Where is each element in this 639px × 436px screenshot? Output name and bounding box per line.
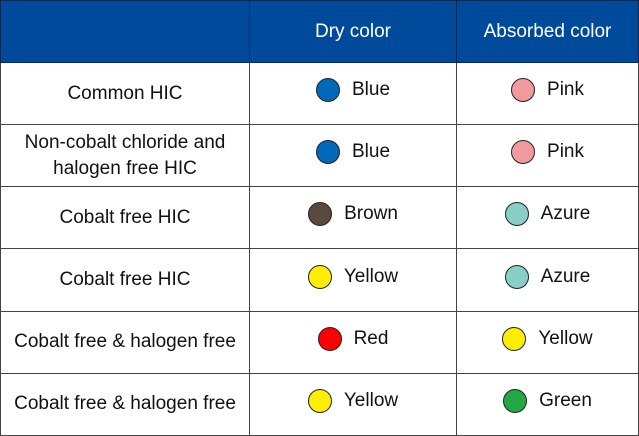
hic-type: Cobalt free HIC <box>0 248 250 312</box>
dry-color-cell: Blue <box>249 124 457 188</box>
absorbed-color-label: Green <box>539 389 592 411</box>
table-row: Common HIC Blue Pink <box>0 61 639 126</box>
hic-type-label: Cobalt free HIC <box>59 206 191 228</box>
absorbed-color-cell: Azure <box>456 186 639 250</box>
dry-color-cell: Blue <box>249 61 457 126</box>
color-swatch-icon <box>511 140 536 165</box>
absorbed-color-label: Pink <box>547 79 584 101</box>
color-swatch-icon <box>504 264 529 289</box>
color-swatch-icon <box>308 202 333 227</box>
dry-color-label: Blue <box>351 141 391 163</box>
header-row: Dry color Absorbed color <box>0 0 639 63</box>
dry-color-label: Yellow <box>343 265 399 287</box>
color-swatch-icon <box>307 264 332 289</box>
color-swatch-icon <box>502 326 527 351</box>
color-swatch-icon <box>511 78 536 103</box>
dry-color-label: Yellow <box>343 389 399 411</box>
table-row: Cobalt free HIC Brown Azure <box>0 186 639 250</box>
color-swatch-icon <box>315 78 340 103</box>
hic-type-label: Cobalt free & halogen free <box>14 393 236 415</box>
color-swatch-icon <box>503 388 528 413</box>
header-absorbed-color: Absorbed color <box>456 0 639 63</box>
color-swatch-icon <box>307 388 332 413</box>
hic-type-label: Non-cobalt chloride and halogen free HIC <box>24 131 226 179</box>
dry-color-cell: Yellow <box>249 248 457 312</box>
hic-type-label: Cobalt free HIC <box>59 269 191 291</box>
table-row: Cobalt free & halogen free Yellow Green <box>0 372 639 436</box>
dry-color-cell: Red <box>249 310 457 374</box>
hic-type: Non-cobalt chloride and halogen free HIC <box>0 124 250 188</box>
absorbed-color-cell: Yellow <box>456 310 639 374</box>
hic-type-label: Common HIC <box>67 82 183 104</box>
dry-color-label: Blue <box>351 79 391 101</box>
color-swatch-icon <box>504 202 529 227</box>
hic-type: Common HIC <box>0 61 250 126</box>
absorbed-color-cell: Pink <box>456 124 639 188</box>
hic-type: Cobalt free & halogen free <box>0 310 250 374</box>
table-row: Cobalt free HIC Yellow Azure <box>0 248 639 312</box>
hic-type: Cobalt free & halogen free <box>0 372 250 436</box>
absorbed-color-label: Azure <box>540 265 591 287</box>
hic-type: Cobalt free HIC <box>0 186 250 250</box>
hic-type-label: Cobalt free & halogen free <box>14 331 236 353</box>
color-swatch-icon <box>315 140 340 165</box>
header-dry-color: Dry color <box>249 0 457 63</box>
absorbed-color-cell: Green <box>456 372 639 436</box>
absorbed-color-label: Pink <box>547 141 584 163</box>
absorbed-color-label: Yellow <box>538 327 593 349</box>
dry-color-label: Red <box>353 327 389 349</box>
table-row: Non-cobalt chloride and halogen free HIC… <box>0 124 639 188</box>
absorbed-color-cell: Pink <box>456 61 639 126</box>
color-swatch-icon <box>317 326 342 351</box>
dry-color-cell: Brown <box>249 186 457 250</box>
absorbed-color-label: Azure <box>540 203 591 225</box>
table-row: Cobalt free & halogen free Red Yellow <box>0 310 639 374</box>
dry-color-cell: Yellow <box>249 372 457 436</box>
absorbed-color-cell: Azure <box>456 248 639 312</box>
header-type <box>0 0 250 63</box>
dry-color-label: Brown <box>344 203 398 225</box>
